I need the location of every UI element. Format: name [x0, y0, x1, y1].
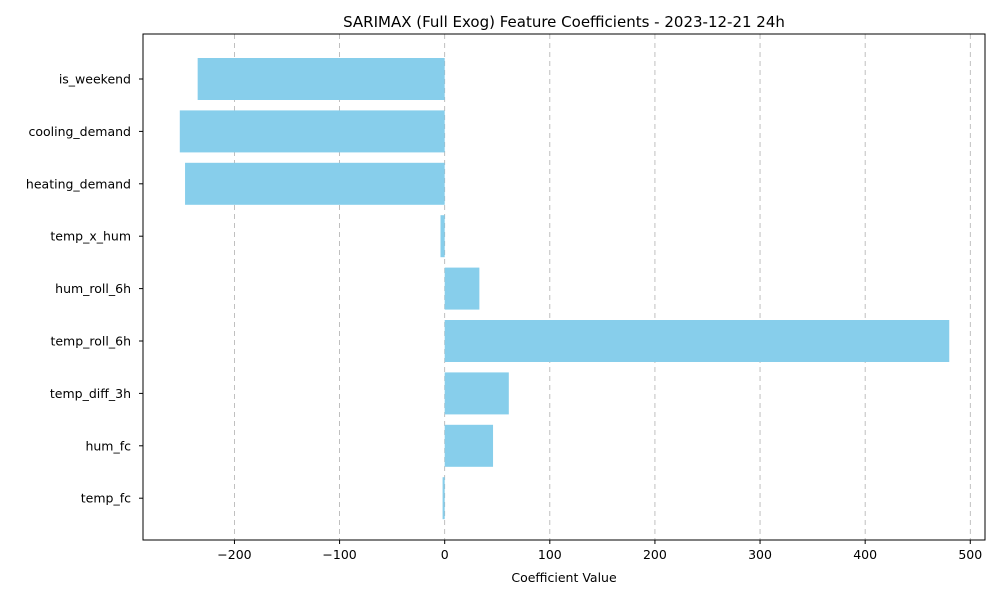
- y-tick-label: hum_roll_6h: [55, 281, 131, 296]
- y-tick-label: hum_fc: [85, 438, 131, 453]
- bar-is-weekend: [197, 58, 445, 100]
- x-tick-label: 300: [748, 547, 772, 562]
- y-axis-ticks: is_weekend cooling_demand heating_demandte…: [26, 72, 143, 506]
- bar-hum-roll-6h: [444, 267, 480, 310]
- bar-heating-demand: [185, 162, 445, 205]
- bar-temp-x-hum: [440, 215, 445, 258]
- bar-temp-diff-3h: [444, 372, 509, 415]
- chart-title: SARIMAX (Full Exog) Feature Coefficients…: [343, 13, 785, 31]
- x-tick-label: 100: [538, 547, 562, 562]
- bar-hum-fc: [444, 424, 494, 467]
- y-tick-label: temp_diff_3h: [50, 386, 131, 401]
- x-tick-label: −200: [217, 547, 251, 562]
- x-tick-label: 200: [643, 547, 667, 562]
- y-tick-label: temp_x_hum: [50, 229, 131, 244]
- plot-frame: [142, 33, 986, 541]
- x-axis-ticks: −200 −100 0 100 200 300 400 500: [217, 540, 982, 562]
- x-tick-label: −100: [322, 547, 356, 562]
- y-tick-label: heating_demand: [26, 176, 131, 191]
- bar-cooling-demand: [179, 110, 445, 153]
- y-tick-label: temp_fc: [81, 491, 131, 506]
- x-tick-label: 400: [853, 547, 877, 562]
- x-tick-label: 0: [441, 547, 449, 562]
- y-tick-label: is_weekend: [59, 72, 131, 87]
- bar-temp-fc: [442, 477, 445, 520]
- bar-temp-roll-6h: [444, 320, 950, 362]
- x-axis-label: Coefficient Value: [511, 570, 617, 585]
- x-gridlines: [234, 34, 971, 540]
- y-tick-label: cooling_demand: [28, 124, 131, 139]
- x-tick-label: 500: [958, 547, 982, 562]
- bars: [179, 58, 950, 520]
- y-tick-label: temp_roll_6h: [50, 334, 131, 349]
